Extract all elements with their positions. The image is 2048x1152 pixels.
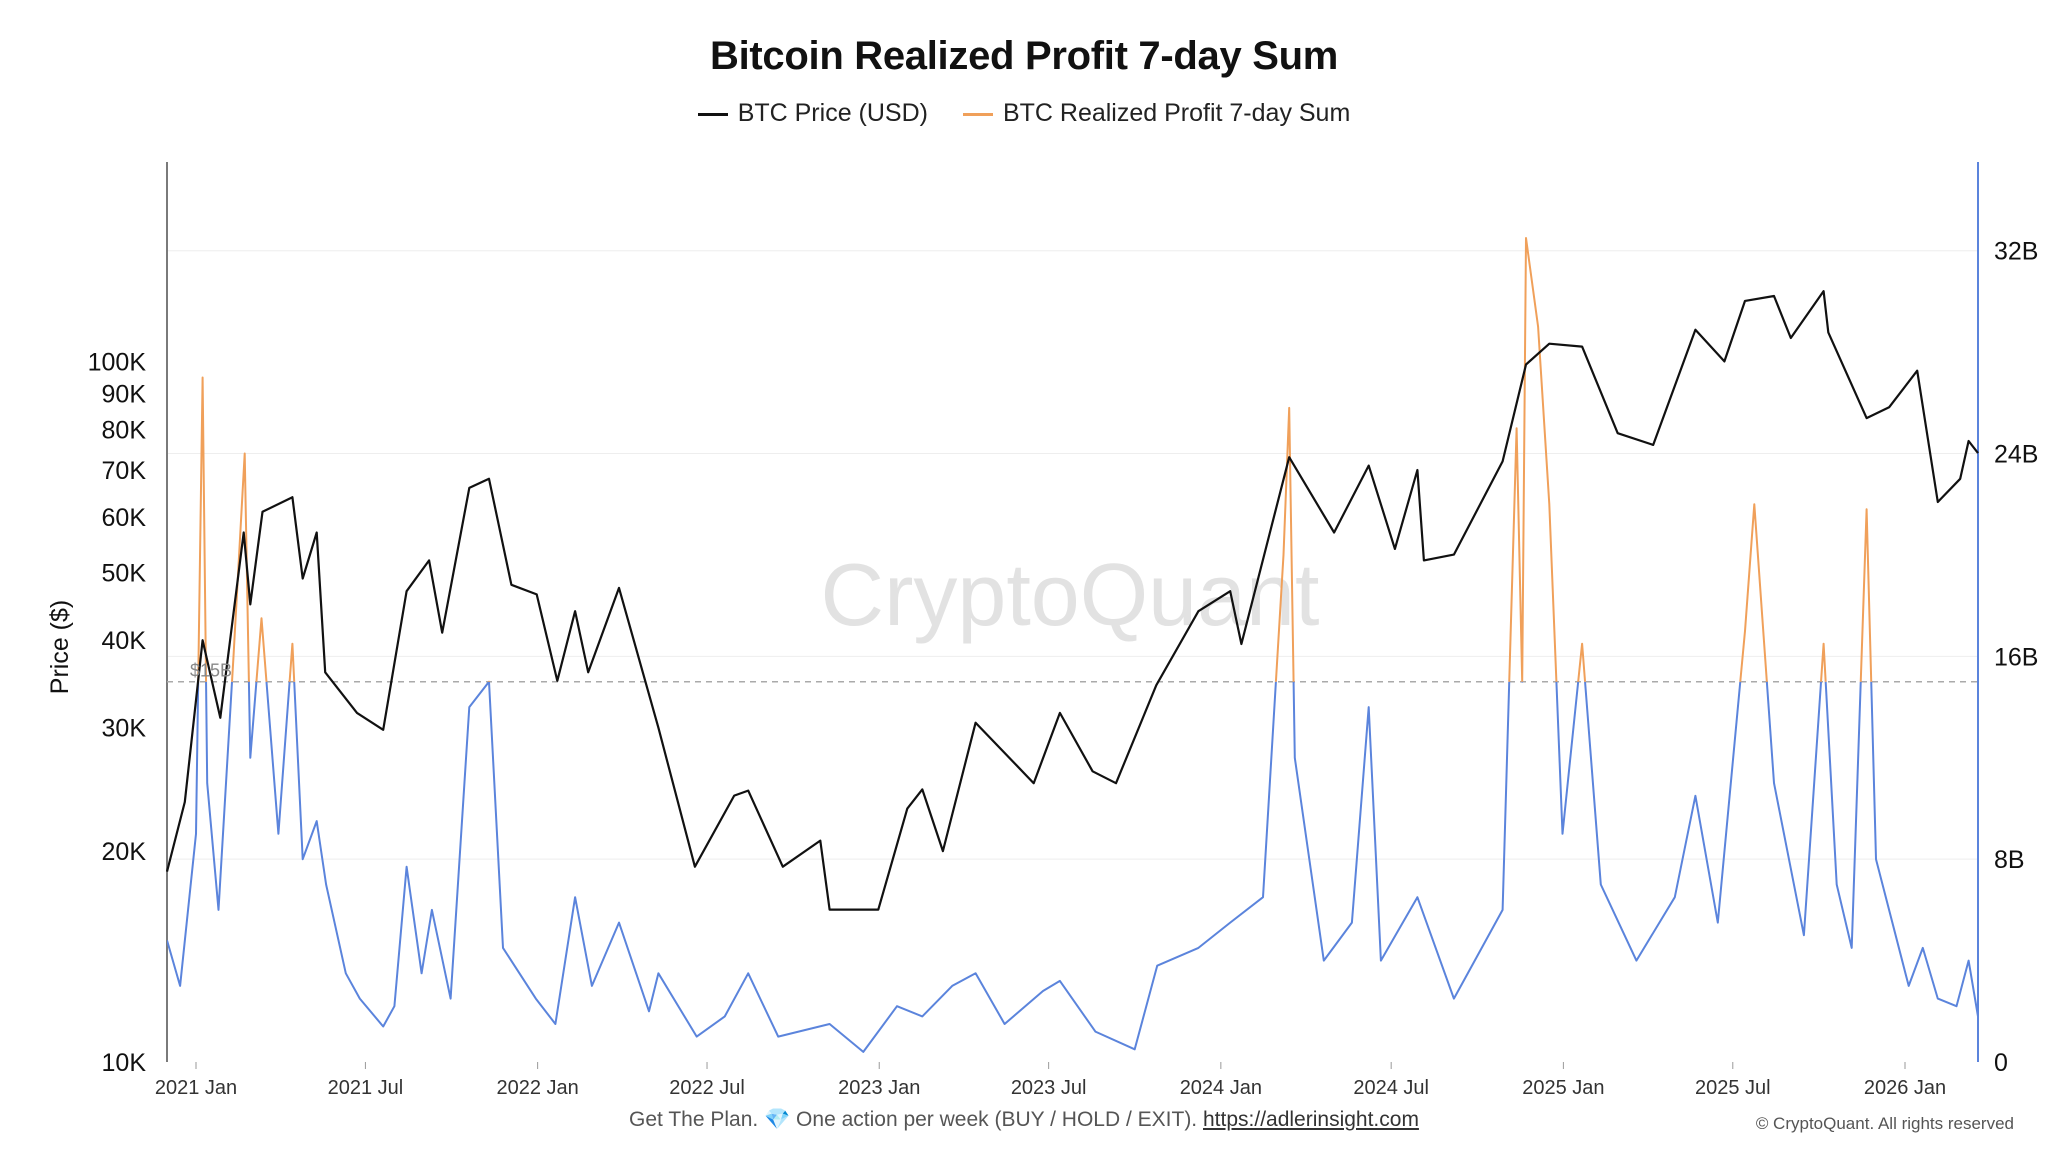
series-layer [165,237,1979,1053]
legend-item-profit[interactable]: BTC Realized Profit 7-day Sum [962,98,1351,128]
legend-label-price: BTC Price (USD) [737,98,928,127]
x-tick-label-3: 2022 Jul [669,1077,745,1099]
copyright: © CryptoQuant. All rights reserved [1755,1114,2014,1133]
x-tick-label-1: 2021 Jul [328,1077,404,1099]
price-line [165,290,1979,911]
x-tick-label-9: 2025 Jul [1695,1077,1771,1099]
legend-swatch-price [697,112,728,116]
x-tick-label-4: 2023 Jan [838,1077,920,1099]
watermark: CryptoQuant [821,545,1320,644]
x-tick-label-6: 2024 Jan [1180,1077,1262,1099]
y-left-tick-label-0: 10K [102,1049,147,1077]
y-left-tick-label-1: 20K [102,838,147,866]
grid-layer [167,250,1978,860]
legend-item-price[interactable]: BTC Price (USD) [697,98,928,128]
y-left-tick-label-7: 80K [102,416,147,444]
y-left-tick-label-5: 60K [102,504,147,532]
y-right-tick-label-2: 16B [1994,643,2038,671]
y-left-tick-label-8: 90K [102,380,147,408]
y-right-tick-label-3: 24B [1994,441,2038,469]
y-left-tick-label-3: 40K [102,627,147,655]
profit-line-below-threshold [167,681,1978,1053]
y-left-tick-label-9: 100K [88,348,147,376]
chart-title: Bitcoin Realized Profit 7-day Sum [710,34,1338,78]
x-tick-label-10: 2026 Jan [1864,1077,1946,1099]
y-right-tick-label-4: 32B [1994,238,2038,266]
footer-note-text: Get The Plan. 💎 One action per week (BUY… [629,1108,1198,1131]
y-left-tick-label-4: 50K [102,559,147,587]
axes-layer [166,162,1979,1069]
y-right-tick-label-1: 8B [1994,846,2025,874]
x-tick-label-5: 2023 Jul [1011,1077,1087,1099]
footer-link[interactable]: https://adlerinsight.com [1203,1108,1419,1131]
legend-label-profit: BTC Realized Profit 7-day Sum [1002,98,1351,127]
y-right-tick-label-0: 0 [1994,1049,2008,1077]
labels-layer: 10K 20K 30K 40K 50K 60K 70K 80K 90K 100K Price ($)… [46,238,2038,1099]
y-left-axis-label: Price ($) [46,600,74,694]
y-left-tick-label-6: 70K [102,457,147,485]
legend: BTC Price (USD) BTC Realized Profit 7-da… [0,98,2048,128]
x-tick-label-0: 2021 Jan [155,1077,237,1099]
legend-swatch-profit [962,112,993,116]
threshold-label: $15B [190,661,232,681]
y-left-tick-label-2: 30K [102,715,147,743]
footer-note: Get The Plan. 💎 One action per week (BUY… [0,1108,2048,1132]
x-tick-label-7: 2024 Jul [1353,1077,1429,1099]
profit-line-above-threshold [197,237,1873,682]
x-tick-label-8: 2025 Jan [1522,1077,1604,1099]
x-tick-label-2: 2022 Jan [496,1077,578,1099]
